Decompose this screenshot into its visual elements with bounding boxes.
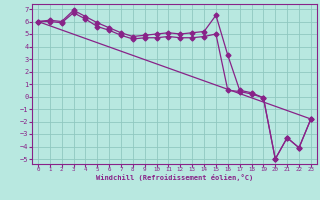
X-axis label: Windchill (Refroidissement éolien,°C): Windchill (Refroidissement éolien,°C) xyxy=(96,174,253,181)
